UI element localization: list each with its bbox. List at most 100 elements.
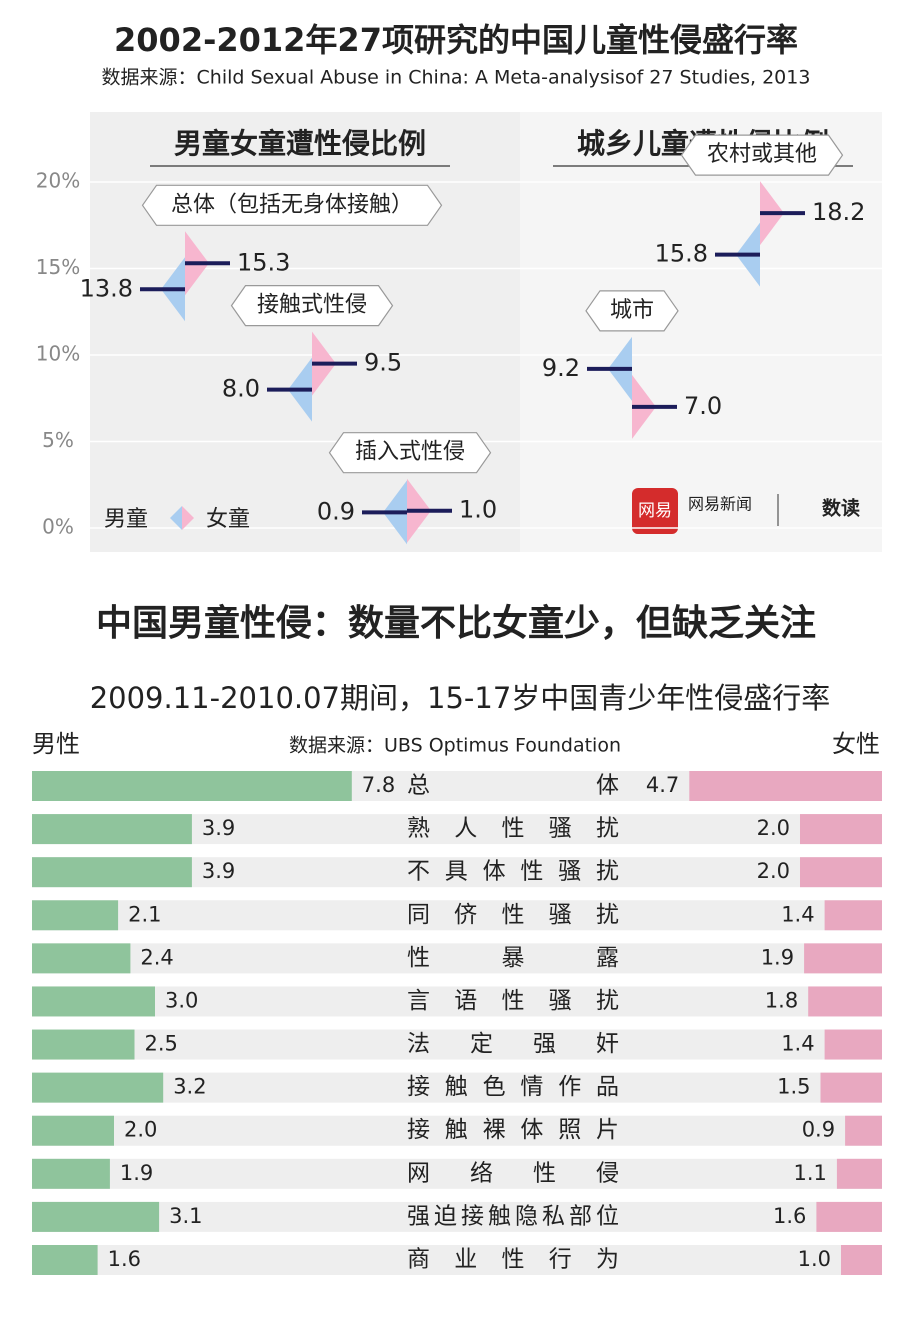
bar-female [800,857,882,888]
legend-swatch [182,506,194,530]
bar-female [824,900,882,931]
value-label: 1.4 [781,1032,814,1056]
label-box [585,290,679,332]
source: 数据来源：UBS Optimus Foundation [289,735,621,757]
side-label: 男性 [32,730,80,758]
value-label: 1.9 [761,945,794,969]
bar-male [32,943,131,974]
value-label: 7.0 [684,392,722,420]
source: 数据来源：Child Sexual Abuse in China: A Meta… [102,67,811,89]
category-label: 接触式性侵 [257,293,367,318]
label-box [141,184,443,226]
logo-name: 网易新闻 [688,495,752,514]
label-box [230,285,394,327]
section-subtitle: 2009.11-2010.07期间，15-17岁中国青少年性侵盛行率 [90,681,831,715]
value-label: 1.6 [773,1204,806,1228]
row-band [32,1201,882,1232]
value-label: 1.0 [459,496,497,524]
category-label: 城市 [610,298,654,323]
section-title: 中国男童性侵：数量不比女童少，但缺乏关注 [96,602,816,644]
row-band [32,986,882,1017]
value-label: 3.1 [169,1204,202,1228]
bar-male [32,1201,160,1232]
value-label: 2.4 [140,945,173,969]
value-label: 1.9 [120,1161,153,1185]
bar-male [32,1115,114,1146]
logo-icon: 网易 [638,501,672,521]
value-label: 1.5 [777,1075,810,1099]
bar-female [804,943,882,974]
category-label: 农村或其他 [707,142,817,167]
value-label: 1.0 [798,1247,831,1271]
row-band [32,1115,882,1146]
value-label: 1.8 [765,988,798,1012]
legend-swatch [170,506,182,530]
bar-female [836,1158,882,1189]
y-tick-label: 0% [42,515,74,539]
logo-icon-bg [632,488,678,534]
value-label: 9.2 [542,354,580,382]
value-label: 9.5 [364,349,402,377]
value-label: 2.0 [757,859,790,883]
value-label: 3.9 [202,816,235,840]
bar-female [689,771,882,801]
bar-female [845,1115,882,1146]
row-band [32,1072,882,1103]
title: 2002-2012年27项研究的中国儿童性侵盛行率 [114,21,798,59]
value-label: 2.5 [145,1032,178,1056]
bar-female [800,814,882,845]
value-label: 4.7 [646,773,679,797]
y-tick-label: 15% [36,255,80,279]
value-label: 2.0 [124,1118,157,1142]
category-label: 插入式性侵 [355,440,465,465]
bar-male [32,986,155,1017]
row-band [32,1158,882,1189]
value-label: 18.2 [812,198,865,226]
row-band [32,1029,882,1060]
side-label: 女性 [832,730,880,758]
row-band [32,1244,882,1275]
bar-female [841,1244,882,1275]
bar-male [32,1158,110,1189]
category-label: 总体（包括无身体接触） [171,192,413,217]
value-label: 8.0 [222,375,260,403]
panel-left [90,112,520,552]
logo-section: 数读 [822,497,860,520]
y-tick-label: 5% [42,428,74,452]
y-tick-label: 10% [36,342,80,366]
bar-male [32,814,192,845]
y-tick-label: 20% [36,169,80,193]
panel-right [520,112,882,552]
value-label: 1.4 [781,902,814,926]
bar-male [32,1072,164,1103]
label-box [328,432,492,474]
value-label: 2.0 [757,816,790,840]
value-label: 3.2 [173,1075,206,1099]
bar-male [32,857,192,888]
bar-male [32,1244,98,1275]
value-label: 15.8 [655,240,708,268]
bar-male [32,1029,135,1060]
value-label: 13.8 [80,274,133,302]
value-label: 2.1 [128,902,161,926]
value-label: 0.9 [802,1118,835,1142]
value-label: 0.9 [317,497,355,525]
row-band [32,943,882,974]
legend-label: 女童 [206,507,250,532]
panel-title: 男童女童遭性侵比例 [174,127,426,160]
value-label: 3.0 [165,988,198,1012]
bar-female [816,1201,882,1232]
bar-female [808,986,882,1017]
bar-male [32,900,119,931]
value-label: 7.8 [362,773,395,797]
bar-female [820,1072,882,1103]
value-label: 1.1 [793,1161,826,1185]
bar-male [32,771,352,801]
bar-female [824,1029,882,1060]
label-box [680,134,844,176]
value-label: 15.3 [237,248,290,276]
legend-label: 男童 [104,507,148,532]
value-label: 3.9 [202,859,235,883]
row-band [32,900,882,931]
